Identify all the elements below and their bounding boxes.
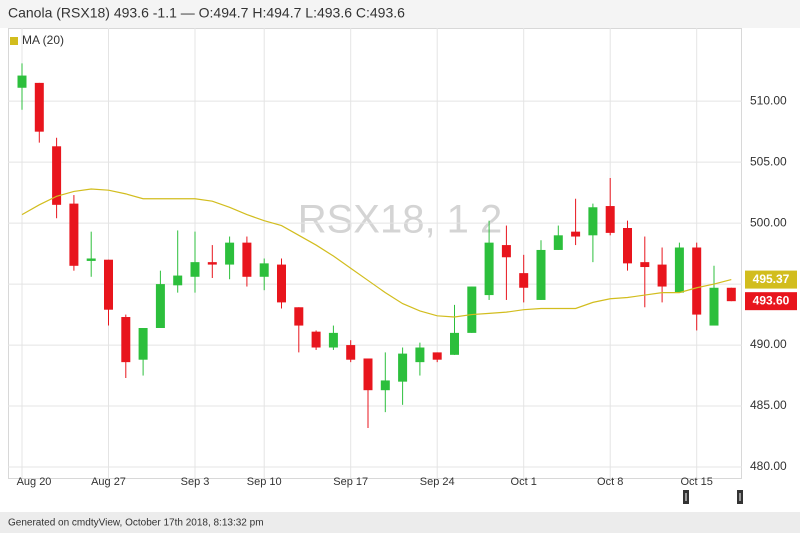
watermark: RSX18, 1 2 <box>298 198 503 242</box>
candle-body <box>173 275 183 286</box>
grid <box>8 28 742 478</box>
candle-body <box>17 75 27 88</box>
candle-body <box>121 317 131 363</box>
legend-label: MA (20) <box>22 33 64 47</box>
chart-title: Canola (RSX18) 493.6 -1.1 — O:494.7 H:49… <box>8 5 405 21</box>
candle-body <box>623 228 632 264</box>
candle-body <box>363 358 373 391</box>
x-tick-label: Sep 17 <box>333 476 368 488</box>
candle-body <box>588 207 598 236</box>
candle-body <box>294 307 304 326</box>
x-tick-label: Oct 1 <box>511 476 537 488</box>
y-tick-label: 490.00 <box>750 337 787 351</box>
candle-body <box>640 262 650 268</box>
candle-body <box>432 352 442 360</box>
candle-body <box>398 353 408 382</box>
candle-body <box>52 146 62 205</box>
y-tick-label: 485.00 <box>750 398 787 412</box>
candle-body <box>242 242 252 277</box>
candle-body <box>86 258 96 261</box>
candle-body <box>138 328 148 360</box>
candle-body <box>536 249 546 300</box>
candle-body <box>674 247 684 293</box>
candle-body <box>69 203 79 266</box>
footer-bar <box>0 512 800 533</box>
y-tick-label: 480.00 <box>750 459 787 473</box>
candle-body <box>34 82 44 132</box>
legend-swatch <box>10 37 18 45</box>
x-tick-label: Aug 20 <box>17 476 52 488</box>
scroll-handle[interactable] <box>737 490 743 504</box>
candle-body <box>450 332 459 355</box>
ma-line <box>21 188 732 318</box>
x-tick-label: Aug 27 <box>91 476 126 488</box>
x-tick-label: Sep 10 <box>247 476 282 488</box>
x-tick-label: Oct 8 <box>597 476 623 488</box>
candle-body <box>605 206 615 233</box>
candle-body <box>277 264 286 303</box>
candle-body <box>519 273 529 288</box>
ma-tag <box>745 270 797 289</box>
plot-frame <box>8 28 742 479</box>
candle-body <box>501 245 511 258</box>
candle-body <box>692 247 702 315</box>
x-tick-label: Sep 24 <box>420 476 455 488</box>
footer: Generated on cmdtyView, October 17th 201… <box>8 518 264 529</box>
candle-body <box>415 347 425 363</box>
x-tick-label: Sep 3 <box>181 476 210 488</box>
candle-body <box>553 235 563 250</box>
candle-body <box>311 331 321 348</box>
candle-body <box>346 345 356 360</box>
y-tick-label: 510.00 <box>750 93 787 107</box>
y-tick-label: 500.00 <box>750 215 787 229</box>
candle-body <box>225 242 235 265</box>
candle-body <box>155 284 165 328</box>
candle-body <box>467 286 477 333</box>
scroll-handle[interactable] <box>683 490 689 504</box>
price-tag-label: 493.60 <box>753 293 790 307</box>
ma-tag-label: 495.37 <box>753 272 790 286</box>
x-tick-label: Oct 15 <box>680 476 712 488</box>
price-tag <box>745 292 797 311</box>
candle-body <box>657 264 667 287</box>
candle-body <box>380 380 390 391</box>
candle-body <box>207 262 217 265</box>
candle-body <box>190 262 200 277</box>
title-bar <box>0 0 800 28</box>
candle-body <box>259 263 269 277</box>
candle-body <box>328 332 338 348</box>
candle-body <box>709 287 719 326</box>
candle-body <box>571 231 581 237</box>
y-tick-label: 505.00 <box>750 154 787 168</box>
candle-body <box>726 287 736 302</box>
candle-body <box>104 259 113 310</box>
candle-body <box>484 242 494 296</box>
